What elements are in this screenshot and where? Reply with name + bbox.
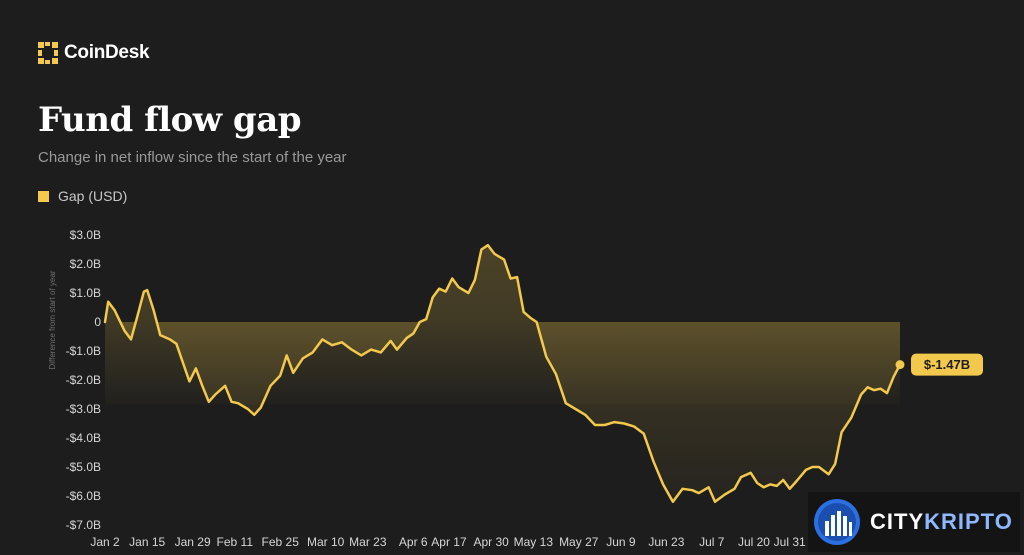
watermark-kripto: KRIPTO (924, 509, 1013, 534)
x-tick-label: Jul 7 (699, 535, 725, 549)
end-point (895, 360, 905, 370)
legend: Gap (USD) (38, 188, 127, 204)
y-axis-label: Difference from start of year (48, 270, 57, 369)
y-axis-ticks: $3.0B $2.0B $1.0B 0 -$1.0B -$2.0B -$3.0B -$4.0B… (66, 228, 102, 532)
chart-title: Fund flow gap (38, 100, 302, 140)
x-tick-label: Feb 11 (217, 535, 254, 549)
end-label: $-1.47B (924, 357, 970, 372)
x-tick-label: May 27 (559, 535, 599, 549)
y-axis-title: Difference from start of year (48, 270, 57, 369)
y-tick-label: -$7.0B (66, 518, 101, 532)
x-tick-label: Jul 20 (738, 535, 770, 549)
y-tick-label: -$5.0B (66, 460, 101, 474)
x-tick-label: Apr 6 (399, 535, 428, 549)
y-tick-label: -$3.0B (66, 402, 101, 416)
end-label-badge (911, 353, 983, 376)
x-tick-label: Mar 10 (307, 535, 345, 549)
y-tick-label: -$4.0B (66, 431, 101, 445)
x-tick-label: Jun 23 (648, 535, 684, 549)
x-tick-label: Jan 29 (175, 535, 211, 549)
brand: CoinDesk (38, 42, 150, 64)
x-tick-label: Jan 15 (129, 535, 165, 549)
x-tick-label: Jul 31 (774, 535, 806, 549)
watermark: CITYKRIPTO (808, 492, 1020, 552)
citykripto-logo-icon (814, 499, 860, 545)
watermark-city: CITY (870, 509, 925, 534)
brand-name: CoinDesk (64, 42, 150, 63)
y-tick-label: $1.0B (70, 286, 101, 300)
x-tick-label: Apr 30 (473, 535, 509, 549)
plot-area: $-1.47B (103, 243, 983, 504)
watermark-text: CITYKRIPTO (870, 509, 1013, 535)
y-tick-label: 0 (94, 315, 101, 329)
x-tick-label: Jun 9 (606, 535, 636, 549)
y-tick-label: -$2.0B (66, 373, 101, 387)
series-line (103, 243, 902, 504)
y-tick-label: $2.0B (70, 257, 101, 271)
x-tick-label: Apr 17 (431, 535, 467, 549)
y-tick-label: -$6.0B (66, 489, 101, 503)
legend-label: Gap (USD) (58, 188, 128, 204)
y-tick-label: $3.0B (70, 228, 101, 242)
area-fill (105, 245, 900, 502)
y-tick-label: -$1.0B (66, 344, 101, 358)
coindesk-logo-icon (38, 42, 58, 64)
x-axis-ticks: Jan 2 Jan 15 Jan 29 Feb 11 Feb 25 Mar 10 Mar 2… (90, 535, 893, 549)
legend-swatch (38, 190, 49, 202)
chart-subtitle: Change in net inflow since the start of … (38, 149, 347, 166)
x-tick-label: Jan 2 (90, 535, 120, 549)
x-tick-label: Feb 25 (262, 535, 300, 549)
x-tick-label: May 13 (514, 535, 554, 549)
x-tick-label: Mar 23 (349, 535, 387, 549)
